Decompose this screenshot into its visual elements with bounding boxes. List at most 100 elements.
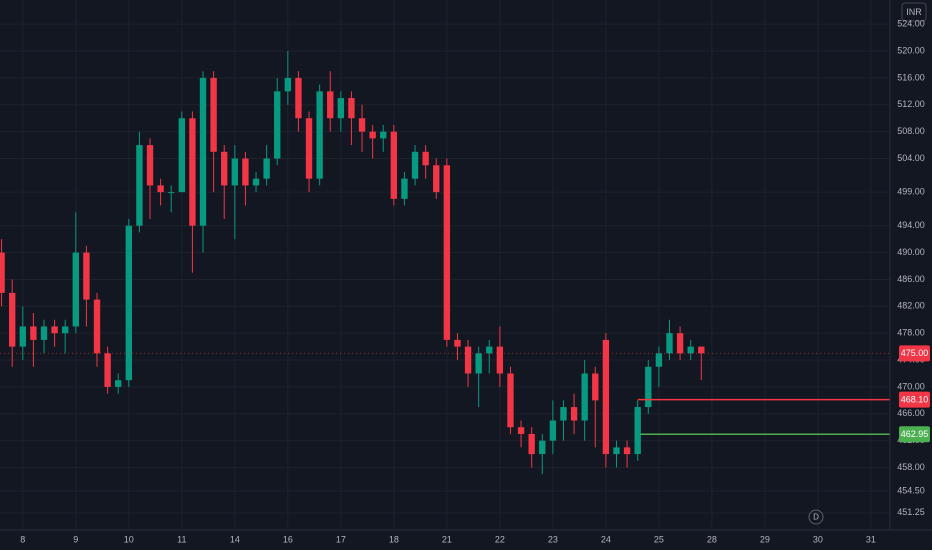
candle-body	[157, 185, 164, 193]
last-price-label: 475.00	[901, 348, 929, 358]
candle-body	[369, 131, 376, 139]
x-tick-label: 8	[20, 534, 25, 544]
candle-body	[40, 326, 48, 340]
currency-box[interactable]	[901, 2, 927, 22]
candle-body	[199, 77, 207, 226]
candle-body	[104, 353, 111, 387]
candle-body	[242, 158, 249, 186]
x-tick-label: 18	[389, 534, 399, 544]
candle-body	[125, 225, 132, 381]
level-label: 468.10	[901, 395, 929, 405]
candle-body	[613, 447, 620, 455]
x-tick-label: 24	[601, 534, 611, 544]
candle-body	[528, 433, 535, 455]
candle-body	[0, 252, 5, 293]
candle-body	[295, 77, 302, 119]
currency-label[interactable]: INR	[906, 7, 922, 17]
candle-body	[676, 333, 684, 354]
candle-body	[560, 407, 567, 421]
candle-body	[390, 131, 398, 199]
candle-body	[30, 326, 37, 340]
candle-body	[168, 192, 175, 194]
y-tick-label: 486.00	[897, 274, 925, 284]
x-tick-label: 31	[866, 534, 876, 544]
y-tick-label: 508.00	[897, 126, 925, 136]
candle-body	[581, 373, 588, 421]
candle-body	[592, 373, 599, 401]
y-tick-label: 458.00	[897, 462, 925, 472]
x-tick-label: 16	[283, 534, 293, 544]
candle-body	[327, 91, 334, 119]
candle-body	[337, 98, 345, 119]
y-tick-label: 451.25	[897, 507, 925, 517]
candle-body	[687, 346, 694, 354]
x-tick-label: 28	[707, 534, 717, 544]
candle-body	[358, 118, 366, 132]
candle-body	[252, 178, 260, 186]
x-tick-label: 14	[230, 534, 240, 544]
x-tick-label: 23	[548, 534, 558, 544]
candle-body	[189, 118, 196, 226]
candle-body	[570, 407, 578, 421]
candle-body	[443, 165, 451, 340]
level-label: 462.95	[901, 429, 929, 439]
candle-body	[411, 151, 419, 179]
y-tick-label: 470.00	[897, 381, 925, 391]
candle-body	[645, 366, 652, 408]
x-tick-label: 11	[177, 534, 186, 544]
candle-body	[274, 91, 281, 159]
x-tick-label: 10	[124, 534, 134, 544]
y-tick-label: 454.50	[897, 485, 925, 495]
candle-body	[178, 118, 185, 193]
candle-body	[146, 145, 154, 186]
x-tick-label: 29	[760, 534, 770, 544]
candle-body	[316, 91, 323, 179]
d-button[interactable]: D	[813, 513, 819, 522]
y-tick-label: 504.00	[897, 153, 925, 163]
candle-body	[51, 326, 58, 334]
x-tick-label: 21	[442, 534, 452, 544]
candle-body	[284, 77, 292, 92]
candle-body	[210, 77, 217, 152]
y-tick-label: 524.00	[897, 19, 925, 29]
candle-body	[19, 326, 26, 347]
candle-body	[433, 165, 440, 193]
candle-body	[517, 427, 525, 434]
candle-body	[655, 353, 663, 367]
candle-body	[62, 326, 69, 334]
level-label-box	[899, 426, 930, 443]
y-tick-label: 466.00	[897, 408, 925, 418]
candle-body	[231, 158, 239, 186]
candle-body	[507, 373, 514, 428]
candle-body	[486, 346, 493, 354]
candle-body	[221, 151, 228, 186]
candle-body	[623, 447, 631, 455]
y-tick-label: 478.00	[897, 328, 925, 338]
candle-body	[698, 346, 705, 354]
candle-body	[9, 292, 16, 347]
y-tick-label: 490.00	[897, 247, 925, 257]
candle-body	[634, 407, 641, 455]
last-price-box	[899, 345, 930, 362]
x-tick-label: 30	[813, 534, 823, 544]
candle-body	[602, 339, 610, 455]
candle-body	[422, 151, 429, 166]
candle-body	[496, 346, 504, 374]
candle-body	[263, 158, 270, 179]
candle-body	[464, 346, 472, 374]
y-tick-label: 512.00	[897, 99, 925, 109]
candle-body	[305, 118, 313, 179]
x-tick-label: 17	[336, 534, 346, 544]
d-button-circle[interactable]	[808, 509, 824, 525]
candle-body	[549, 420, 557, 441]
x-tick-label: 22	[495, 534, 505, 544]
candle-body	[83, 252, 90, 300]
candle-body	[539, 440, 546, 455]
level-label-box	[899, 391, 930, 408]
candle-body	[380, 131, 387, 139]
candle-body	[115, 380, 122, 387]
y-tick-label: 499.00	[897, 186, 925, 196]
candle-body	[666, 333, 673, 354]
